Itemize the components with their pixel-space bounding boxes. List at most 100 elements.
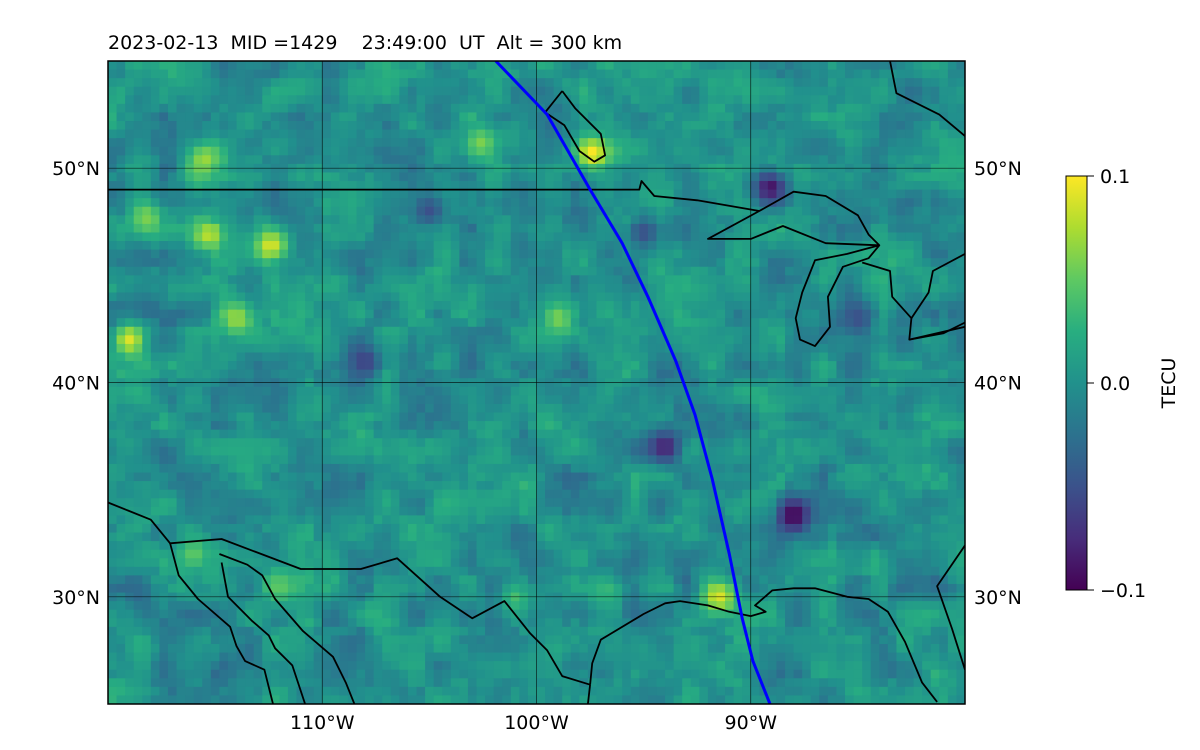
heatmap-cell bbox=[699, 86, 709, 96]
heatmap-cell bbox=[930, 275, 940, 285]
heatmap-cell bbox=[699, 189, 709, 199]
heatmap-cell bbox=[587, 403, 598, 414]
heatmap-cell bbox=[862, 318, 872, 328]
heatmap-cell bbox=[605, 129, 615, 139]
heatmap-cell bbox=[133, 232, 143, 242]
heatmap-cell bbox=[647, 223, 658, 234]
heatmap-cell bbox=[485, 103, 495, 114]
heatmap-cell bbox=[108, 438, 118, 448]
heatmap-cell bbox=[785, 369, 795, 379]
heatmap-cell bbox=[167, 369, 178, 379]
map-area bbox=[108, 61, 965, 704]
heatmap-cell bbox=[827, 438, 838, 448]
heatmap-cell bbox=[519, 215, 529, 225]
heatmap-cell bbox=[510, 343, 520, 354]
heatmap-cell bbox=[450, 112, 460, 122]
heatmap-cell bbox=[605, 335, 615, 345]
heatmap-cell bbox=[930, 361, 940, 371]
heatmap-cell bbox=[442, 206, 452, 216]
heatmap-cell bbox=[236, 121, 246, 131]
heatmap-cell bbox=[407, 198, 418, 208]
heatmap-cell bbox=[776, 112, 786, 122]
heatmap-cell bbox=[287, 326, 298, 336]
heatmap-cell bbox=[587, 215, 598, 225]
heatmap-cell bbox=[210, 326, 221, 336]
heatmap-cell bbox=[262, 172, 272, 182]
heatmap-cell bbox=[219, 86, 229, 96]
heatmap-cell bbox=[656, 421, 666, 431]
heatmap-cell bbox=[125, 181, 135, 191]
heatmap-cell bbox=[793, 455, 803, 465]
heatmap-cell bbox=[245, 95, 255, 105]
heatmap-cell bbox=[536, 121, 546, 131]
heatmap-cell bbox=[647, 292, 658, 302]
heatmap-cell bbox=[759, 472, 769, 482]
heatmap-cell bbox=[622, 155, 632, 165]
heatmap-cell bbox=[742, 129, 752, 139]
heatmap-cell bbox=[467, 335, 478, 345]
heatmap-cell bbox=[373, 301, 383, 311]
heatmap-cell bbox=[373, 69, 383, 79]
heatmap-cell bbox=[887, 181, 898, 191]
heatmap-cell bbox=[407, 403, 418, 414]
heatmap-cell bbox=[330, 129, 340, 139]
heatmap-cell bbox=[167, 172, 178, 182]
heatmap-cell bbox=[587, 318, 598, 328]
heatmap-cell bbox=[125, 138, 135, 148]
heatmap-cell bbox=[579, 189, 589, 199]
heatmap-cell bbox=[493, 395, 503, 405]
heatmap-cell bbox=[467, 438, 478, 448]
heatmap-cell bbox=[296, 301, 306, 311]
heatmap-cell bbox=[819, 292, 829, 302]
heatmap-cell bbox=[947, 189, 958, 199]
heatmap-cell bbox=[270, 266, 280, 276]
heatmap-cell bbox=[356, 129, 366, 139]
heatmap-cell bbox=[330, 112, 340, 122]
heatmap-cell bbox=[776, 335, 786, 345]
heatmap-cell bbox=[896, 421, 906, 431]
heatmap-cell bbox=[613, 266, 623, 276]
heatmap-cell bbox=[630, 403, 640, 414]
heatmap-cell bbox=[159, 95, 169, 105]
heatmap-cell bbox=[742, 438, 752, 448]
heatmap-cell bbox=[767, 78, 778, 88]
heatmap-cell bbox=[159, 249, 169, 259]
heatmap-cell bbox=[845, 309, 855, 319]
heatmap-cell bbox=[116, 472, 126, 482]
heatmap-cell bbox=[270, 455, 280, 465]
heatmap-cell bbox=[673, 61, 683, 71]
heatmap-cell bbox=[767, 395, 778, 405]
heatmap-cell bbox=[862, 395, 872, 405]
heatmap-cell bbox=[210, 481, 221, 491]
heatmap-cell bbox=[116, 172, 126, 182]
heatmap-cell bbox=[656, 172, 666, 182]
heatmap-cell bbox=[939, 86, 949, 96]
heatmap-cell bbox=[193, 403, 203, 414]
heatmap-cell bbox=[433, 198, 443, 208]
heatmap-cell bbox=[210, 266, 221, 276]
heatmap-cell bbox=[827, 129, 838, 139]
heatmap-cell bbox=[845, 352, 855, 362]
heatmap-cell bbox=[742, 249, 752, 259]
heatmap-cell bbox=[690, 438, 700, 448]
heatmap-cell bbox=[827, 369, 838, 379]
heatmap-cell bbox=[365, 369, 375, 379]
heatmap-cell bbox=[442, 481, 452, 491]
heatmap-cell bbox=[485, 463, 495, 474]
heatmap-cell bbox=[382, 181, 392, 191]
heatmap-cell bbox=[836, 446, 846, 456]
heatmap-cell bbox=[725, 155, 735, 165]
heatmap-cell bbox=[270, 421, 280, 431]
heatmap-cell bbox=[450, 181, 460, 191]
heatmap-cell bbox=[365, 335, 375, 345]
heatmap-cell bbox=[322, 172, 332, 182]
heatmap-cell bbox=[433, 335, 443, 345]
heatmap-cell bbox=[656, 326, 666, 336]
heatmap-cell bbox=[305, 215, 315, 225]
heatmap-cell bbox=[630, 395, 640, 405]
heatmap-cell bbox=[510, 335, 520, 345]
heatmap-cell bbox=[930, 292, 940, 302]
heatmap-cell bbox=[219, 172, 229, 182]
heatmap-cell bbox=[802, 438, 812, 448]
heatmap-cell bbox=[193, 69, 203, 79]
